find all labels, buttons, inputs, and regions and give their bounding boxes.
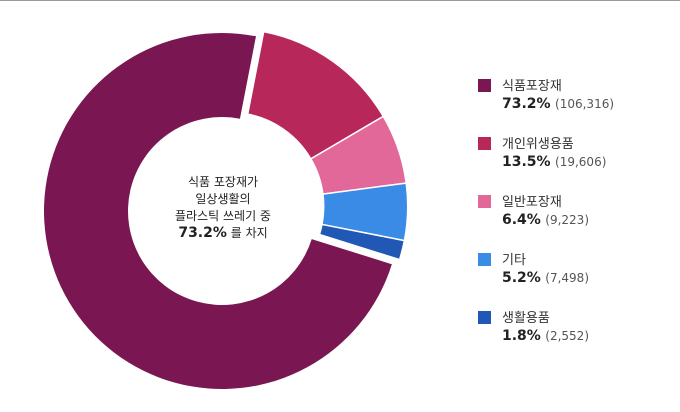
legend-count: (7,498) (545, 271, 589, 285)
center-line-3: 플라스틱 쓰레기 중 (175, 209, 271, 223)
legend-percent: 6.4% (502, 212, 541, 228)
center-percent: 73.2% (178, 225, 227, 241)
top-divider (0, 0, 680, 1)
legend-label: 일반포장재 (502, 195, 562, 210)
legend: 식품포장재 73.2% (106,316) 개인위생용품 13.5% (19,6… (470, 72, 670, 362)
legend-percent: 1.8% (502, 328, 541, 344)
legend-label: 생활용품 (502, 311, 550, 326)
center-line-1: 식품 포장재가 (187, 175, 259, 189)
legend-percent: 73.2% (502, 96, 551, 112)
center-line-2: 일상생활의 (195, 192, 251, 206)
legend-percent: 5.2% (502, 270, 541, 286)
legend-item: 생활용품 1.8% (2,552) (470, 304, 670, 362)
legend-item: 일반포장재 6.4% (9,223) (470, 188, 670, 246)
legend-item: 기타 5.2% (7,498) (470, 246, 670, 304)
pie-slice (43, 32, 392, 389)
legend-swatch (478, 137, 491, 150)
legend-value: 5.2% (7,498) (502, 270, 589, 286)
legend-value: 1.8% (2,552) (502, 328, 589, 344)
legend-count: (9,223) (545, 213, 589, 227)
legend-percent: 13.5% (502, 154, 551, 170)
legend-swatch (478, 311, 491, 324)
legend-swatch (478, 79, 491, 92)
center-suffix: 를 차지 (226, 226, 268, 240)
legend-count: (2,552) (545, 329, 589, 343)
legend-item: 개인위생용품 13.5% (19,606) (470, 130, 670, 188)
pie-slice (318, 223, 406, 261)
legend-label: 개인위생용품 (502, 137, 574, 152)
legend-value: 6.4% (9,223) (502, 212, 589, 228)
legend-label: 식품포장재 (502, 79, 562, 94)
legend-swatch (478, 253, 491, 266)
center-line-4: 73.2% 를 차지 (148, 225, 298, 242)
legend-count: (19,606) (555, 155, 607, 169)
legend-swatch (478, 195, 491, 208)
legend-value: 13.5% (19,606) (502, 154, 606, 170)
legend-label: 기타 (502, 253, 526, 268)
legend-item: 식품포장재 73.2% (106,316) (470, 72, 670, 130)
center-annotation: 식품 포장재가 일상생활의 플라스틱 쓰레기 중 73.2% 를 차지 (148, 174, 298, 242)
legend-value: 73.2% (106,316) (502, 96, 614, 112)
legend-count: (106,316) (555, 97, 615, 111)
